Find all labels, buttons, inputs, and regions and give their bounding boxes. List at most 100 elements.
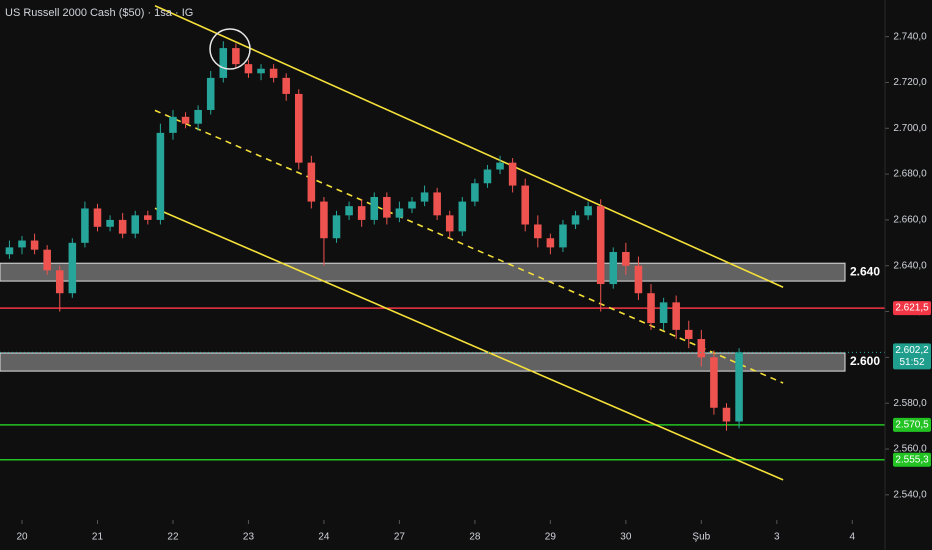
trendline: [154, 109, 784, 384]
highlight-circle: [209, 28, 251, 70]
candle-body: [156, 132, 165, 220]
candle-body: [622, 251, 630, 266]
candle-body: [370, 197, 379, 220]
candle-body: [232, 48, 240, 65]
x-tick-label: 29: [545, 532, 557, 543]
candle-body: [433, 192, 441, 216]
candle-body: [508, 162, 517, 186]
candle-body: [269, 68, 278, 78]
last-price-label: 2.602,2: [895, 345, 929, 356]
candle-body: [735, 352, 743, 422]
candle-body: [206, 77, 215, 110]
candle-body: [571, 215, 580, 225]
level-tag: [893, 417, 931, 432]
candle-body: [257, 68, 265, 74]
candle-body: [483, 169, 492, 184]
y-tick-label: 2.560,0: [893, 444, 927, 455]
level-label: 2.570,5: [895, 420, 929, 431]
candle-body: [30, 240, 39, 250]
candle-body: [144, 215, 152, 220]
candle-body: [408, 201, 416, 209]
trendline: [154, 207, 784, 481]
x-tick-label: Şub: [692, 532, 710, 543]
level-label: 2.621,5: [895, 303, 929, 314]
candle-body: [307, 162, 316, 202]
x-tick-label: 23: [243, 532, 255, 543]
trendline: [154, 4, 784, 288]
candle-body: [722, 407, 731, 422]
countdown: 51:52: [899, 357, 924, 368]
candle-body: [55, 270, 64, 294]
candle-body: [181, 116, 190, 124]
x-tick-label: 21: [92, 532, 104, 543]
candle-body: [684, 329, 693, 340]
candle-body: [219, 48, 228, 78]
x-tick-label: 30: [620, 532, 632, 543]
x-tick-label: 22: [167, 532, 179, 543]
candle-body: [647, 293, 655, 323]
x-tick-label: 20: [16, 532, 28, 543]
candle-body: [634, 265, 643, 294]
candle-body: [546, 238, 555, 248]
level-tag: [893, 301, 931, 316]
candle-body: [169, 116, 177, 133]
candle-body: [244, 64, 253, 74]
y-tick-label: 2.680,0: [893, 169, 927, 180]
candle-body: [596, 206, 605, 285]
candle-body: [345, 206, 353, 216]
level-tag: [893, 452, 931, 467]
candle-body: [295, 93, 303, 163]
candle-body: [320, 201, 328, 239]
candle-body: [445, 215, 454, 232]
y-tick-label: 2.640,0: [893, 260, 927, 271]
y-tick-label: 2.720,0: [893, 77, 927, 88]
candle-body: [383, 197, 391, 218]
x-tick-label: 24: [318, 532, 330, 543]
y-tick-label: 2.660,0: [893, 215, 927, 226]
candle-body: [559, 224, 567, 248]
candle-body: [471, 183, 479, 202]
candle-body: [496, 162, 504, 170]
candle-body: [357, 206, 366, 220]
zone: [0, 352, 846, 372]
last-price-tag: [893, 343, 931, 370]
y-tick-label: 2.580,0: [893, 398, 927, 409]
y-tick-label: 2.540,0: [893, 489, 927, 500]
x-tick-label: 27: [394, 532, 406, 543]
candle-body: [659, 302, 668, 323]
candle-body: [118, 219, 127, 234]
candle-body: [697, 339, 706, 358]
candle-body: [43, 249, 51, 271]
zone-label: 2.600: [850, 354, 880, 368]
chart-title: US Russell 2000 Cash ($50) · 1sa · IG: [5, 7, 193, 19]
candle-body: [282, 77, 290, 94]
candle-body: [18, 240, 26, 248]
candle-body: [81, 208, 89, 243]
candle-body: [131, 215, 140, 234]
y-tick-label: 2.740,0: [893, 31, 927, 42]
candle-body: [609, 251, 618, 285]
candle-body: [584, 206, 592, 216]
candle-body: [710, 357, 718, 408]
candle-body: [68, 242, 77, 294]
candle-body: [420, 192, 429, 202]
candle-body: [521, 185, 529, 225]
x-tick-label: 3: [774, 532, 780, 543]
level-label: 2.555,3: [895, 454, 929, 465]
candle-body: [458, 201, 467, 232]
x-tick-label: 4: [850, 532, 856, 543]
candle-body: [395, 208, 404, 218]
plot-area: [0, 4, 885, 481]
candle-body: [93, 208, 102, 227]
candle-body: [534, 224, 542, 239]
zone: [0, 262, 846, 282]
zone-label: 2.640: [850, 264, 880, 278]
candle-body: [672, 302, 680, 330]
candle-body: [106, 219, 114, 227]
candle-body: [5, 247, 14, 255]
candle-body: [194, 109, 202, 124]
x-tick-label: 28: [469, 532, 481, 543]
y-tick-label: 2.700,0: [893, 123, 927, 134]
